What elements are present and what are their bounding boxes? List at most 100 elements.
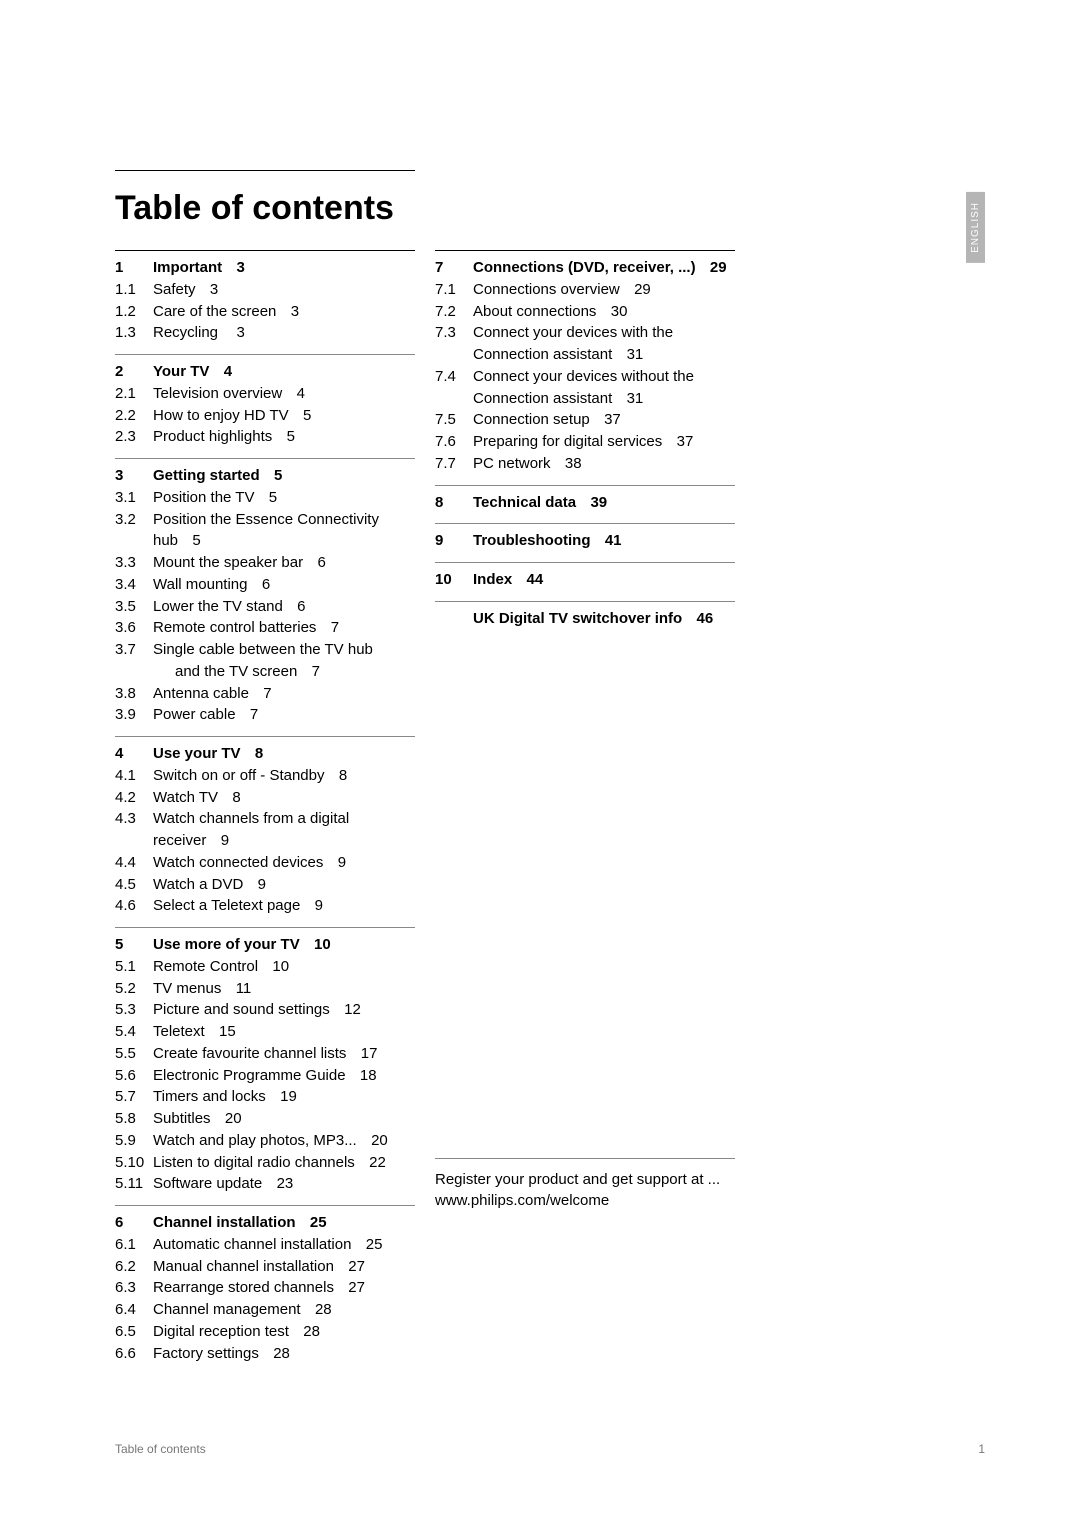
toc-num: 5.11 — [115, 1173, 153, 1195]
toc-num: 5.5 — [115, 1043, 153, 1065]
toc-item: 3.4Wall mounting 6 — [115, 574, 415, 596]
section-separator — [115, 1205, 415, 1206]
toc-section: 9Troubleshooting 41 — [435, 530, 735, 552]
toc-num: 5.2 — [115, 978, 153, 1000]
toc-num: 5.3 — [115, 999, 153, 1021]
toc-num: 3.4 — [115, 574, 153, 596]
toc-section: 6Channel installation 25 — [115, 1212, 415, 1234]
toc-item: 3.3Mount the speaker bar 6 — [115, 552, 415, 574]
toc-title: Connect your devices without the — [473, 366, 735, 388]
toc-title: Technical data 39 — [473, 492, 735, 514]
toc-item: 7.5Connection setup 37 — [435, 409, 735, 431]
toc-item: 6.5Digital reception test 28 — [115, 1321, 415, 1343]
toc-title: Connection assistant 31 — [473, 344, 735, 366]
toc-item: 5.3Picture and sound settings 12 — [115, 999, 415, 1021]
toc-num: 5 — [115, 934, 153, 956]
footer-page-number: 1 — [978, 1442, 985, 1456]
toc-title: Remote control batteries 7 — [153, 617, 415, 639]
toc-item: 2.1Television overview 4 — [115, 383, 415, 405]
toc-num: 2.2 — [115, 405, 153, 427]
toc-section: 2Your TV 4 — [115, 361, 415, 383]
toc-item: 4.2Watch TV 8 — [115, 787, 415, 809]
toc-num: 7 — [435, 257, 473, 279]
toc-num: 6.2 — [115, 1256, 153, 1278]
toc-num: 4.3 — [115, 808, 153, 830]
toc-title: Rearrange stored channels 27 — [153, 1277, 415, 1299]
toc-title: Care of the screen 3 — [153, 301, 415, 323]
toc-title: Subtitles 20 — [153, 1108, 415, 1130]
toc-num: 7.5 — [435, 409, 473, 431]
toc-item: 7.3Connect your devices with the — [435, 322, 735, 344]
toc-column-left: 1Important 3 1.1Safety 3 1.2Care of the … — [115, 240, 415, 1364]
toc-item: 2.3Product highlights 5 — [115, 426, 415, 448]
toc-title: Electronic Programme Guide 18 — [153, 1065, 415, 1087]
toc-title: Index 44 — [473, 569, 735, 591]
toc-item: 4.3Watch channels from a digital receive… — [115, 808, 415, 852]
toc-item: 3.7Single cable between the TV hub — [115, 639, 415, 661]
toc-section: 8Technical data 39 — [435, 492, 735, 514]
toc-title: Recycling 3 — [153, 322, 415, 344]
toc-section: UK Digital TV switchover info 46 — [435, 608, 735, 630]
toc-item: 6.6Factory settings 28 — [115, 1343, 415, 1365]
toc-item: 4.1Switch on or off - Standby 8 — [115, 765, 415, 787]
page-title: Table of contents — [115, 189, 965, 228]
toc-num: 7.2 — [435, 301, 473, 323]
toc-item: 6.2Manual channel installation 27 — [115, 1256, 415, 1278]
toc-title: Software update 23 — [153, 1173, 415, 1195]
toc-title: Automatic channel installation 25 — [153, 1234, 415, 1256]
toc-title: Position the Essence Connectivity hub 5 — [153, 509, 415, 553]
toc-item: 5.5Create favourite channel lists 17 — [115, 1043, 415, 1065]
toc-num: 4.4 — [115, 852, 153, 874]
toc-num: 1.3 — [115, 322, 153, 344]
toc-title: TV menus 11 — [153, 978, 415, 1000]
toc-item: 3.5Lower the TV stand 6 — [115, 596, 415, 618]
toc-title: Channel installation 25 — [153, 1212, 415, 1234]
register-separator — [435, 1158, 735, 1159]
section-separator — [435, 562, 735, 563]
toc-title: Manual channel installation 27 — [153, 1256, 415, 1278]
toc-item: 5.2TV menus 11 — [115, 978, 415, 1000]
toc-num: 4.1 — [115, 765, 153, 787]
toc-title: About connections 30 — [473, 301, 735, 323]
toc-title: Listen to digital radio channels 22 — [153, 1152, 415, 1174]
toc-section: 3Getting started 5 — [115, 465, 415, 487]
section-separator — [115, 927, 415, 928]
toc-num: 6.5 — [115, 1321, 153, 1343]
toc-num: 6.1 — [115, 1234, 153, 1256]
toc-num: 2 — [115, 361, 153, 383]
section-separator — [115, 458, 415, 459]
toc-title: and the TV screen 7 — [153, 661, 415, 683]
toc-columns: 1Important 3 1.1Safety 3 1.2Care of the … — [115, 240, 965, 1364]
toc-title: Position the TV 5 — [153, 487, 415, 509]
toc-item: 6.3Rearrange stored channels 27 — [115, 1277, 415, 1299]
toc-title: UK Digital TV switchover info 46 — [473, 608, 735, 630]
toc-title: Timers and locks 19 — [153, 1086, 415, 1108]
toc-item: 4.4Watch connected devices 9 — [115, 852, 415, 874]
toc-title: How to enjoy HD TV 5 — [153, 405, 415, 427]
toc-num: 2.1 — [115, 383, 153, 405]
toc-title: Channel management 28 — [153, 1299, 415, 1321]
toc-num: 10 — [435, 569, 473, 591]
toc-num: 1.1 — [115, 279, 153, 301]
page: ENGLISH Table of contents 1Important 3 1… — [0, 0, 1080, 1528]
toc-section: 10Index 44 — [435, 569, 735, 591]
toc-item: 2.2How to enjoy HD TV 5 — [115, 405, 415, 427]
toc-item: 7.4Connect your devices without the — [435, 366, 735, 388]
toc-title: Television overview 4 — [153, 383, 415, 405]
footer-left: Table of contents — [115, 1442, 206, 1456]
toc-title: Use your TV 8 — [153, 743, 415, 765]
toc-num: 7.3 — [435, 322, 473, 344]
toc-title: Select a Teletext page 9 — [153, 895, 415, 917]
toc-item: 5.6Electronic Programme Guide 18 — [115, 1065, 415, 1087]
toc-num: 5.6 — [115, 1065, 153, 1087]
toc-num: 3.1 — [115, 487, 153, 509]
toc-title: Watch a DVD 9 — [153, 874, 415, 896]
toc-num: 7.1 — [435, 279, 473, 301]
toc-num: 9 — [435, 530, 473, 552]
toc-num: 5.9 — [115, 1130, 153, 1152]
toc-title: Wall mounting 6 — [153, 574, 415, 596]
register-line2: www.philips.com/welcome — [435, 1190, 735, 1212]
toc-num: 4.5 — [115, 874, 153, 896]
toc-section: 4Use your TV 8 — [115, 743, 415, 765]
page-footer: Table of contents 1 — [115, 1442, 985, 1456]
